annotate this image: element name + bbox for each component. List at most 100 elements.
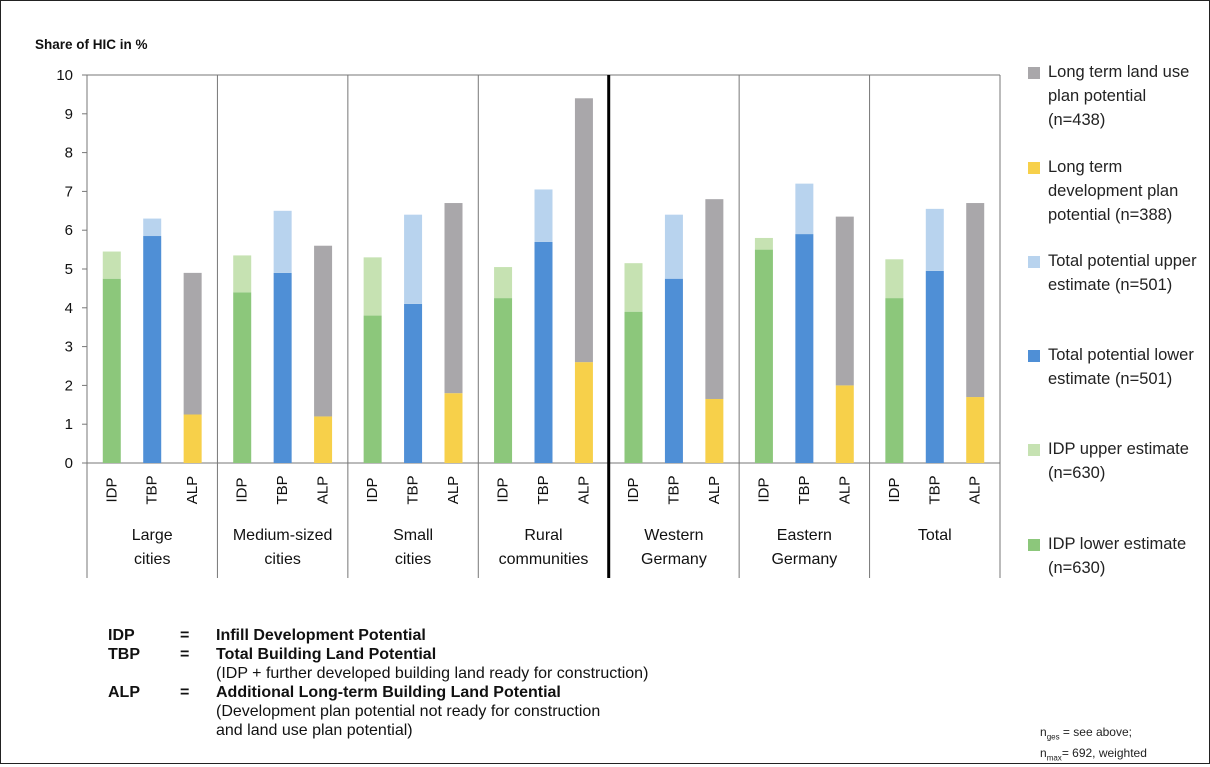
category-label: TBP	[274, 475, 291, 504]
category-label: ALP	[836, 476, 853, 504]
bar-idp-idp-upper	[885, 259, 904, 299]
group-label: Small cities	[393, 527, 433, 568]
bar-alp-land-use	[835, 216, 854, 386]
y-tick-label: 3	[65, 339, 73, 356]
sample-size-footnote: nges = see above; nmax= 692, weighted	[1040, 724, 1147, 767]
category-label: ALP	[315, 476, 332, 504]
y-tick-label: 6	[65, 222, 73, 239]
category-label: TBP	[144, 475, 161, 504]
category-label: IDP	[234, 477, 251, 502]
abbreviation-term: ALP	[108, 684, 140, 701]
legend-label-development: Long term development plan potential (n=…	[1048, 158, 1179, 224]
y-tick-label: 7	[65, 183, 73, 200]
category-label: TBP	[405, 475, 422, 504]
legend-swatch-tbp-upper	[1028, 256, 1040, 268]
bar-alp-development	[705, 398, 724, 463]
bar-tbp-tbp-upper	[273, 210, 292, 273]
bar-tbp-tbp-upper	[534, 189, 553, 242]
group-label: Western Germany	[641, 527, 707, 568]
abbreviation-term: IDP	[108, 627, 135, 644]
category-label: TBP	[535, 475, 552, 504]
category-label: IDP	[364, 477, 381, 502]
bar-tbp-tbp-upper	[143, 218, 162, 237]
bar-tbp-tbp-lower	[795, 234, 814, 463]
bar-alp-land-use	[444, 203, 463, 394]
bar-alp-development	[966, 397, 985, 463]
y-tick-label: 8	[65, 145, 73, 162]
bar-idp-idp-upper	[494, 267, 513, 299]
bar-idp-idp-upper	[102, 251, 121, 279]
abbreviation-row-idp: IDP = Infill Development Potential	[108, 626, 828, 645]
abbreviation-note: and land use plan potential)	[216, 722, 413, 739]
bar-tbp-tbp-lower	[925, 270, 944, 463]
y-tick-label: 10	[56, 67, 73, 84]
bar-alp-land-use	[705, 199, 724, 399]
abbreviation-note: (IDP + further developed building land r…	[216, 665, 649, 682]
footnote-line-ges: nges = see above;	[1040, 725, 1132, 742]
category-label: ALP	[967, 476, 984, 504]
legend-label-idp-upper: IDP upper estimate (n=630)	[1048, 440, 1189, 482]
abbreviation-key: IDP = Infill Development Potential TBP =…	[108, 626, 828, 740]
bar-alp-development	[574, 362, 593, 463]
bar-idp-idp-upper	[754, 237, 773, 250]
group-label: Medium-sized cities	[233, 527, 333, 568]
group-label: Eastern Germany	[771, 527, 837, 568]
bar-tbp-tbp-lower	[143, 236, 162, 463]
y-tick-label: 4	[65, 300, 73, 317]
bar-tbp-tbp-upper	[664, 214, 683, 279]
bar-idp-idp-lower	[885, 298, 904, 463]
bar-tbp-tbp-upper	[795, 183, 814, 235]
abbreviation-row-tbp: TBP = Total Building Land Potential	[108, 645, 828, 664]
abbreviation-equals: =	[180, 684, 190, 701]
category-label: TBP	[665, 475, 682, 504]
legend-swatch-land-use	[1028, 67, 1040, 79]
footnote-subscript: ges	[1046, 732, 1060, 742]
y-tick-label: 9	[65, 106, 73, 123]
group-label: Total	[918, 527, 952, 544]
bar-idp-idp-lower	[363, 315, 382, 463]
bar-alp-development	[314, 416, 333, 463]
bar-idp-idp-lower	[102, 278, 121, 463]
chart: Share of HIC in % 0 1 2 3 4 5 6 7 8 9 10 IDP TBP ALP La…	[35, 37, 1001, 578]
bar-idp-idp-lower	[624, 311, 643, 463]
footnote-line-max: nmax= 692, weighted	[1040, 746, 1147, 763]
bar-idp-idp-lower	[754, 249, 773, 463]
category-label: ALP	[575, 476, 592, 504]
abbreviation-note: (Development plan potential not ready fo…	[216, 703, 601, 720]
legend-label-tbp-upper: Total potential upper estimate (n=501)	[1048, 252, 1197, 294]
abbreviation-definition: Total Building Land Potential	[216, 646, 437, 663]
abbreviation-equals: =	[180, 646, 190, 663]
bar-idp-idp-upper	[363, 257, 382, 316]
abbreviation-row-alp: ALP = Additional Long-term Building Land…	[108, 683, 828, 702]
group-label: Large cities	[132, 527, 173, 568]
category-label: TBP	[926, 475, 943, 504]
abbreviation-term: TBP	[108, 646, 140, 663]
legend-swatch-idp-lower	[1028, 539, 1040, 551]
y-tick-label: 5	[65, 261, 73, 278]
bar-idp-idp-lower	[233, 292, 252, 463]
bar-idp-idp-upper	[233, 255, 252, 293]
category-label: ALP	[445, 476, 462, 504]
bar-alp-land-use	[966, 203, 985, 398]
footnote-subscript: max	[1046, 753, 1062, 763]
category-label: IDP	[886, 477, 903, 502]
bar-idp-idp-lower	[494, 298, 513, 463]
legend-swatch-tbp-lower	[1028, 350, 1040, 362]
bar-alp-land-use	[574, 98, 593, 363]
bar-alp-development	[444, 393, 463, 463]
footnote-text: = 692, weighted	[1061, 746, 1147, 761]
y-tick-label: 2	[65, 377, 73, 394]
bar-alp-development	[183, 414, 202, 463]
category-label: ALP	[706, 476, 723, 504]
abbreviation-definition: Infill Development Potential	[216, 627, 426, 644]
category-label: ALP	[184, 476, 201, 504]
category-label: TBP	[796, 475, 813, 504]
category-label: IDP	[755, 477, 772, 502]
category-label: IDP	[625, 477, 642, 502]
bar-alp-land-use	[183, 272, 202, 415]
legend-swatch-development	[1028, 162, 1040, 174]
bar-tbp-tbp-lower	[404, 303, 423, 463]
abbreviation-definition: Additional Long-term Building Land Poten…	[216, 684, 561, 701]
chart-title: Share of HIC in %	[35, 37, 148, 52]
y-tick-label: 0	[65, 455, 73, 472]
